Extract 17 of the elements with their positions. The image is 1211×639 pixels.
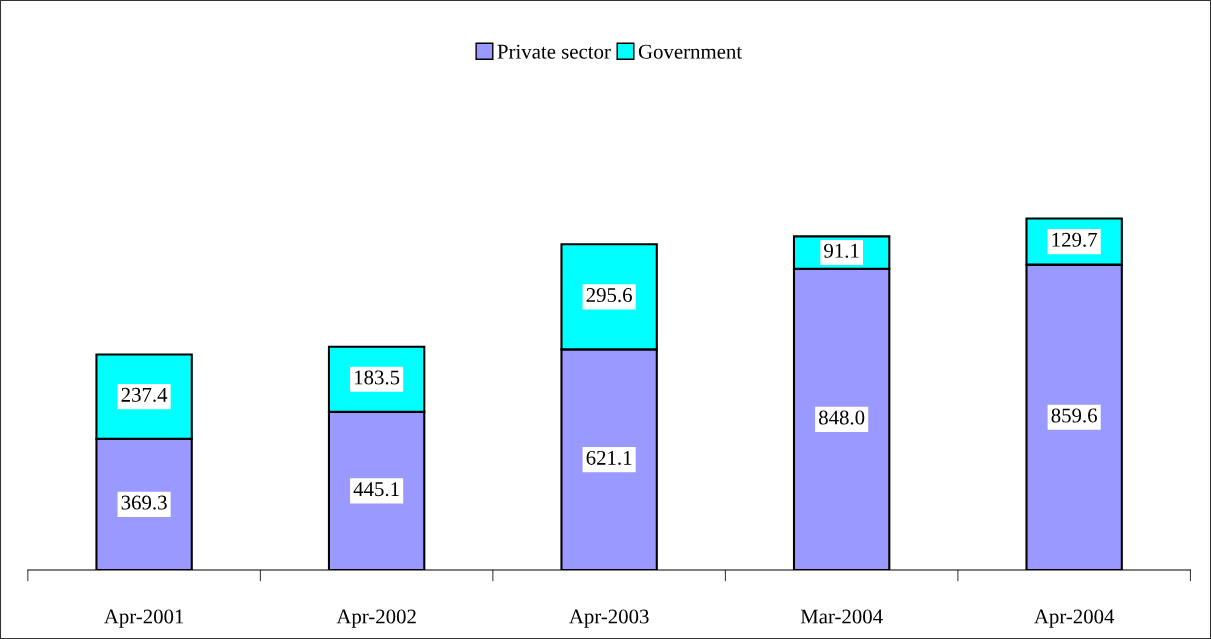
data-label: 129.7 (1052, 232, 1097, 247)
data-label: 369.3 (121, 495, 167, 510)
x-tick-label: Apr-2002 (336, 609, 416, 628)
x-tick-label: Apr-2001 (104, 609, 184, 628)
x-tick-label: Apr-2004 (1034, 609, 1115, 628)
data-label: 183.5 (355, 370, 400, 385)
legend-label: Government (638, 44, 743, 59)
data-label: 295.6 (586, 288, 632, 303)
legend-label: Private sector (497, 44, 611, 59)
data-label: 621.1 (586, 450, 632, 465)
x-tick-label: Apr-2003 (569, 609, 649, 628)
data-label: 445.1 (353, 482, 399, 497)
data-label: 859.6 (1051, 408, 1097, 423)
x-tick-label: Mar-2004 (800, 609, 883, 624)
data-label: 848.0 (819, 410, 865, 425)
data-label: 237.4 (121, 387, 168, 402)
data-label: 91.1 (824, 243, 859, 258)
